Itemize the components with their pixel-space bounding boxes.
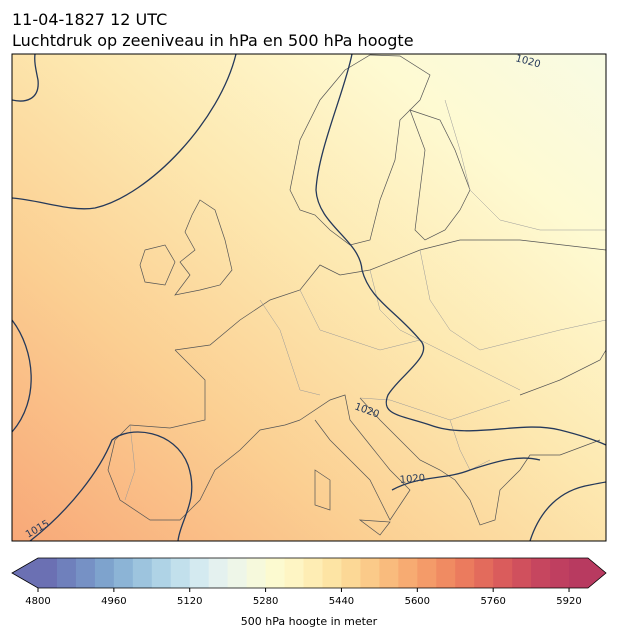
colorbar-segment bbox=[474, 558, 494, 588]
borders bbox=[124, 99, 606, 501]
colorbar-segment bbox=[56, 558, 77, 588]
colorbar-tick-label: 5760 bbox=[480, 596, 505, 607]
colorbar-tick-label: 5920 bbox=[556, 596, 581, 607]
colorbar-segment bbox=[284, 558, 305, 588]
colorbar-segment bbox=[132, 558, 153, 588]
colorbar-segment bbox=[151, 558, 172, 588]
isobars bbox=[12, 54, 606, 541]
colorbar-tick-label: 5120 bbox=[177, 596, 202, 607]
map-title: Luchtdruk op zeeniveau in hPa en 500 hPa… bbox=[12, 31, 414, 50]
map: 1020 1020 1020 1015 bbox=[12, 54, 606, 541]
date-title: 11-04-1827 12 UTC bbox=[12, 10, 167, 29]
colorbar-segment bbox=[208, 558, 229, 588]
colorbar-outline bbox=[11, 557, 607, 589]
colorbar-segment bbox=[360, 558, 380, 588]
colorbar-tick-label: 5440 bbox=[329, 596, 354, 607]
colorbar-segment bbox=[341, 558, 361, 588]
colorbar-segment bbox=[322, 558, 342, 588]
colorbar-extend-low bbox=[12, 558, 38, 588]
colorbar-segment bbox=[398, 558, 418, 588]
contour-label: 1020 bbox=[399, 473, 425, 486]
colorbar-segment bbox=[436, 558, 456, 588]
colorbar-segment bbox=[550, 558, 570, 588]
colorbar-segment bbox=[569, 558, 589, 588]
colorbar-segment bbox=[94, 558, 115, 588]
colorbar-tick-label: 4800 bbox=[25, 596, 50, 607]
colorbar-tick-label: 4960 bbox=[101, 596, 126, 607]
colorbar-segment bbox=[265, 558, 286, 588]
colorbar-segment bbox=[379, 558, 399, 588]
colorbar-segment bbox=[75, 558, 96, 588]
colorbar: 4800 4960 5120 5280 5440 5600 5760 5920 bbox=[11, 557, 607, 607]
colorbar-segment bbox=[512, 558, 532, 588]
colorbar-segment bbox=[493, 558, 513, 588]
colorbar-extend-high bbox=[588, 558, 606, 588]
colorbar-segment bbox=[246, 558, 267, 588]
colorbar-segment bbox=[170, 558, 191, 588]
colorbar-label: 500 hPa hoogte in meter bbox=[241, 615, 378, 628]
colorbar-tick-label: 5280 bbox=[253, 596, 278, 607]
colorbar-segment bbox=[303, 558, 323, 588]
colorbar-segment bbox=[531, 558, 551, 588]
colorbar-segment bbox=[227, 558, 248, 588]
colorbar-segment bbox=[113, 558, 134, 588]
colorbar-segment bbox=[189, 558, 210, 588]
colorbar-segment bbox=[38, 558, 58, 588]
map-frame bbox=[11, 53, 607, 542]
colorbar-segment bbox=[417, 558, 437, 588]
colorbar-segment bbox=[455, 558, 475, 588]
colorbar-tick-label: 5600 bbox=[405, 596, 430, 607]
map-background bbox=[12, 54, 606, 541]
coastlines bbox=[107, 54, 606, 536]
